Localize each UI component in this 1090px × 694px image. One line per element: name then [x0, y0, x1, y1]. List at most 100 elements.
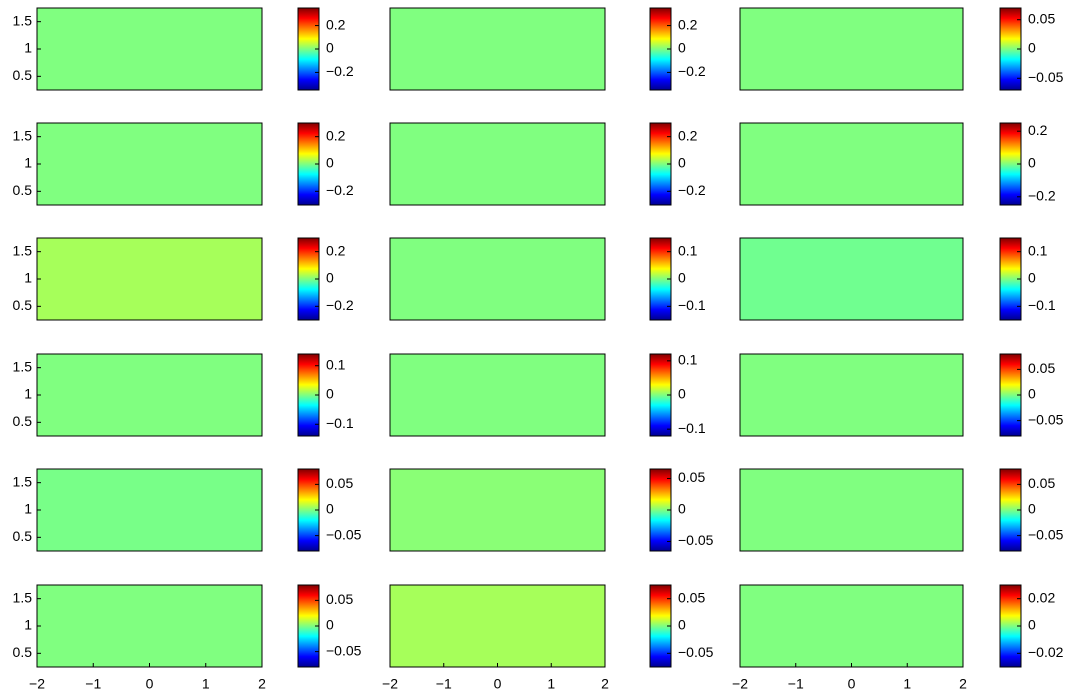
y-tick-label: 1.5 — [13, 127, 33, 143]
colorbar-tick-label: 0 — [326, 155, 334, 171]
y-tick-label: 0.5 — [13, 644, 33, 660]
colorbar-tick-label: 0.05 — [326, 591, 353, 607]
y-tick-label: 0.5 — [13, 67, 33, 83]
x-tick-label: 1 — [903, 676, 911, 692]
figure: 0.5 1 1.5 −0.2 0 0.2 −0.2 0 0.2 −0.05 0 0.05 0.5 1 1.5… — [0, 0, 1090, 694]
colorbar-tick-label: −0.1 — [678, 297, 706, 313]
y-tick-label: 0.5 — [13, 297, 33, 313]
colorbar-tick-label: −0.2 — [678, 182, 706, 198]
colorbar-tick-label: 0 — [678, 155, 686, 171]
colorbar-tick-label: 0.05 — [1028, 475, 1055, 491]
x-tick-label: −2 — [29, 676, 45, 692]
x-tick-label: −2 — [732, 676, 748, 692]
colorbar-tick-label: 0.02 — [1028, 589, 1055, 605]
colorbar-tick-label: 0 — [1028, 270, 1036, 286]
x-tick-label: 2 — [959, 676, 967, 692]
y-tick-label: 1 — [24, 617, 32, 633]
colorbar-tick-label: −0.2 — [326, 297, 354, 313]
heatmap-field — [37, 354, 262, 436]
heatmap-field — [390, 123, 605, 205]
colorbar-tick-label: 0.2 — [326, 242, 346, 258]
colorbar-tick-label: −0.05 — [678, 532, 714, 548]
colorbar-tick-label: 0.1 — [678, 242, 698, 258]
y-tick-label: 1.5 — [13, 12, 33, 28]
x-tick-label: 1 — [547, 676, 555, 692]
colorbar-tick-label: −0.05 — [1028, 411, 1064, 427]
y-tick-label: 1.5 — [13, 473, 33, 489]
colorbar-tick-label: −0.05 — [326, 526, 362, 542]
colorbar-tick-label: 0 — [1028, 155, 1036, 171]
x-tick-label: 0 — [146, 676, 154, 692]
colorbar-tick-label: 0.05 — [326, 475, 353, 491]
colorbar-tick-label: 0 — [678, 270, 686, 286]
colorbar-tick-label: 0 — [326, 270, 334, 286]
y-tick-label: 0.5 — [13, 528, 33, 544]
heatmap-field — [740, 585, 963, 667]
colorbar-tick-label: 0.2 — [678, 16, 698, 32]
heatmap-field — [740, 8, 963, 90]
colorbar-tick-label: −0.2 — [1028, 188, 1056, 204]
colorbar-tick-label: 0.1 — [678, 352, 698, 368]
y-tick-label: 0.5 — [13, 182, 33, 198]
heatmap-field — [390, 238, 605, 320]
colorbar-tick-label: −0.1 — [678, 420, 706, 436]
colorbar-tick-label: −0.2 — [326, 63, 354, 79]
colorbar-tick-label: 0.05 — [1028, 10, 1055, 26]
heatmap-field — [390, 585, 605, 667]
colorbar-tick-label: 0 — [1028, 617, 1036, 633]
x-tick-label: −1 — [436, 676, 452, 692]
colorbar-tick-label: −0.05 — [326, 642, 362, 658]
x-tick-label: 2 — [601, 676, 609, 692]
heatmap-field — [740, 469, 963, 551]
colorbar-tick-label: 0.05 — [678, 589, 705, 605]
colorbar-tick-label: 0 — [326, 501, 334, 517]
heatmap-field — [390, 8, 605, 90]
y-tick-label: 1 — [24, 155, 32, 171]
x-tick-label: −1 — [788, 676, 804, 692]
colorbar-tick-label: 0 — [1028, 40, 1036, 56]
x-tick-label: −1 — [85, 676, 101, 692]
heatmap-field — [37, 585, 262, 667]
heatmap-field — [37, 8, 262, 90]
colorbar-tick-label: 0.2 — [326, 16, 346, 32]
colorbar-tick-label: 0 — [1028, 501, 1036, 517]
heatmap-field — [390, 354, 605, 436]
colorbar-tick-label: 0.05 — [1028, 360, 1055, 376]
y-tick-label: 1 — [24, 40, 32, 56]
x-tick-label: 2 — [258, 676, 266, 692]
colorbar-tick-label: −0.2 — [326, 182, 354, 198]
heatmap-field — [740, 238, 963, 320]
x-tick-label: 0 — [848, 676, 856, 692]
heatmap-field — [740, 354, 963, 436]
heatmap-field — [37, 123, 262, 205]
colorbar-tick-label: −0.1 — [326, 415, 354, 431]
y-tick-label: 0.5 — [13, 413, 33, 429]
colorbar-tick-label: 0 — [326, 617, 334, 633]
colorbar-tick-label: 0 — [678, 501, 686, 517]
colorbar-tick-label: 0.2 — [1028, 122, 1048, 138]
y-tick-label: 1 — [24, 386, 32, 402]
colorbar-tick-label: 0 — [1028, 386, 1036, 402]
colorbar-tick-label: −0.05 — [678, 644, 714, 660]
y-tick-label: 1 — [24, 501, 32, 517]
colorbar-tick-label: 0 — [678, 40, 686, 56]
colorbar-tick-label: −0.2 — [678, 63, 706, 79]
colorbar-tick-label: 0.1 — [326, 356, 346, 372]
x-tick-label: 1 — [202, 676, 210, 692]
colorbar-tick-label: 0 — [326, 40, 334, 56]
colorbar-tick-label: 0 — [678, 386, 686, 402]
colorbar-tick-label: 0 — [326, 386, 334, 402]
y-tick-label: 1 — [24, 270, 32, 286]
y-tick-label: 1.5 — [13, 589, 33, 605]
x-tick-label: 0 — [494, 676, 502, 692]
heatmap-field — [37, 469, 262, 551]
y-tick-label: 1.5 — [13, 358, 33, 374]
heatmap-field — [390, 469, 605, 551]
colorbar-tick-label: 0.2 — [326, 127, 346, 143]
colorbar-tick-label: 0.2 — [678, 127, 698, 143]
x-tick-label: −2 — [382, 676, 398, 692]
colorbar-tick-label: −0.05 — [1028, 69, 1064, 85]
heatmap-field — [740, 123, 963, 205]
colorbar-tick-label: 0 — [678, 617, 686, 633]
y-tick-label: 1.5 — [13, 242, 33, 258]
